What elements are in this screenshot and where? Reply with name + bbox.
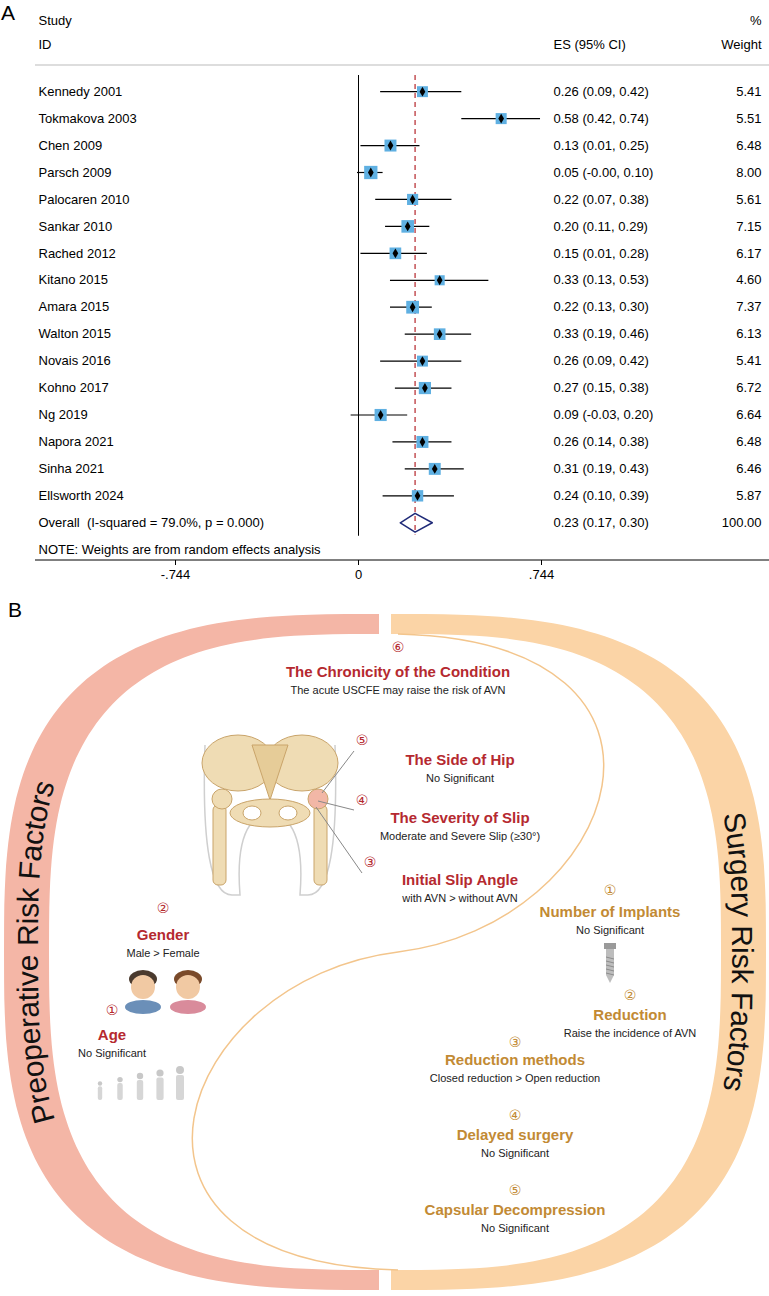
svg-text:The acute USCFE may raise the: The acute USCFE may raise the risk of AV… [291, 684, 506, 696]
svg-text:0.26 (0.09, 0.42): 0.26 (0.09, 0.42) [554, 84, 649, 99]
svg-text:ID: ID [39, 37, 52, 52]
svg-text:6.48: 6.48 [736, 138, 761, 153]
svg-text:%: % [750, 13, 762, 28]
svg-text:5.41: 5.41 [736, 353, 761, 368]
svg-text:Weight: Weight [721, 37, 762, 52]
svg-text:No Significant: No Significant [426, 772, 494, 784]
svg-text:B: B [8, 598, 22, 621]
svg-text:①: ① [604, 882, 617, 898]
svg-text:③: ③ [509, 1034, 522, 1050]
svg-text:③: ③ [364, 854, 377, 870]
svg-text:Palocaren 2010: Palocaren 2010 [39, 192, 130, 207]
svg-text:Walton 2015: Walton 2015 [39, 326, 112, 341]
svg-text:The Side of Hip: The Side of Hip [405, 751, 514, 768]
svg-text:Kohno 2017: Kohno 2017 [39, 380, 109, 395]
svg-text:The Chronicity of the Conditio: The Chronicity of the Condition [286, 663, 510, 680]
svg-text:0.15 (0.01, 0.28): 0.15 (0.01, 0.28) [554, 245, 649, 260]
svg-text:8.00: 8.00 [736, 165, 761, 180]
svg-text:Rached 2012: Rached 2012 [39, 245, 116, 260]
svg-text:4.60: 4.60 [736, 272, 761, 287]
svg-text:Tokmakova 2003: Tokmakova 2003 [39, 111, 137, 126]
svg-text:④: ④ [509, 1107, 522, 1123]
svg-text:Novais 2016: Novais 2016 [39, 353, 111, 368]
svg-text:5.61: 5.61 [736, 192, 761, 207]
svg-text:⑥: ⑥ [392, 639, 405, 655]
svg-text:0.23 (0.17, 0.30): 0.23 (0.17, 0.30) [554, 515, 649, 530]
svg-text:Chen 2009: Chen 2009 [39, 138, 103, 153]
svg-text:Ellsworth 2024: Ellsworth 2024 [39, 488, 124, 503]
svg-text:Study: Study [39, 13, 73, 28]
svg-text:0: 0 [355, 567, 362, 582]
svg-text:.744: .744 [529, 567, 554, 582]
svg-text:6.46: 6.46 [736, 461, 761, 476]
svg-text:Number of Implants: Number of Implants [540, 903, 681, 920]
svg-text:0.27 (0.15, 0.38): 0.27 (0.15, 0.38) [554, 380, 649, 395]
svg-text:Sinha 2021: Sinha 2021 [39, 461, 105, 476]
svg-text:Reduction methods: Reduction methods [445, 1051, 585, 1068]
svg-text:Delayed surgery: Delayed surgery [457, 1126, 574, 1143]
svg-text:6.17: 6.17 [736, 245, 761, 260]
svg-text:6.72: 6.72 [736, 380, 761, 395]
svg-text:Gender: Gender [137, 926, 190, 943]
svg-text:Male > Female: Male > Female [126, 947, 199, 959]
svg-text:②: ② [157, 900, 170, 916]
svg-text:0.22 (0.07, 0.38): 0.22 (0.07, 0.38) [554, 192, 649, 207]
svg-text:0.05 (-0.00, 0.10): 0.05 (-0.00, 0.10) [554, 165, 654, 180]
svg-text:Capsular Decompression: Capsular Decompression [425, 1201, 606, 1218]
svg-text:5.87: 5.87 [736, 488, 761, 503]
svg-text:Moderate and Severe Slip (≥30°: Moderate and Severe Slip (≥30°) [380, 830, 540, 842]
svg-text:6.13: 6.13 [736, 326, 761, 341]
svg-text:Initial Slip Angle: Initial Slip Angle [402, 871, 518, 888]
svg-text:A: A [1, 1, 15, 24]
svg-text:0.13 (0.01, 0.25): 0.13 (0.01, 0.25) [554, 138, 649, 153]
svg-text:with AVN > without AVN: with AVN > without AVN [401, 892, 518, 904]
svg-text:②: ② [624, 987, 637, 1003]
svg-text:No Significant: No Significant [576, 924, 644, 936]
svg-text:Reduction: Reduction [593, 1006, 666, 1023]
svg-text:7.37: 7.37 [736, 299, 761, 314]
svg-text:④: ④ [356, 792, 369, 808]
svg-text:0.09 (-0.03, 0.20): 0.09 (-0.03, 0.20) [554, 407, 654, 422]
svg-text:Preoperative Risk Factors: Preoperative Risk Factors [10, 777, 60, 1128]
svg-text:Age: Age [98, 1026, 126, 1043]
svg-text:6.64: 6.64 [736, 407, 761, 422]
svg-text:No Significant: No Significant [78, 1047, 146, 1059]
svg-text:⑤: ⑤ [356, 732, 369, 748]
svg-text:0.26 (0.14, 0.38): 0.26 (0.14, 0.38) [554, 434, 649, 449]
svg-text:0.33 (0.13, 0.53): 0.33 (0.13, 0.53) [554, 272, 649, 287]
svg-text:Napora 2021: Napora 2021 [39, 434, 114, 449]
svg-text:100.00: 100.00 [722, 515, 762, 530]
svg-text:Amara 2015: Amara 2015 [39, 299, 110, 314]
svg-text:Closed reduction > Open reduct: Closed reduction > Open reduction [430, 1072, 600, 1084]
svg-text:Surgery Risk Factors: Surgery Risk Factors [718, 810, 760, 1095]
svg-text:NOTE: Weights are from random: NOTE: Weights are from random effects an… [39, 542, 322, 557]
svg-text:0.58 (0.42, 0.74): 0.58 (0.42, 0.74) [554, 111, 649, 126]
svg-text:No Significant: No Significant [481, 1222, 549, 1234]
svg-text:①: ① [106, 1002, 119, 1018]
svg-text:0.20 (0.11, 0.29): 0.20 (0.11, 0.29) [554, 219, 648, 234]
svg-text:Kitano 2015: Kitano 2015 [39, 272, 108, 287]
svg-text:ES (95% CI): ES (95% CI) [554, 37, 626, 52]
svg-text:Ng 2019: Ng 2019 [39, 407, 88, 422]
svg-text:0.24 (0.10, 0.39): 0.24 (0.10, 0.39) [554, 488, 649, 503]
svg-text:0.22 (0.13, 0.30): 0.22 (0.13, 0.30) [554, 299, 649, 314]
svg-text:No Significant: No Significant [481, 1147, 549, 1159]
svg-text:6.48: 6.48 [736, 434, 761, 449]
svg-text:Raise the incidence of AVN: Raise the incidence of AVN [564, 1027, 697, 1039]
svg-text:Kennedy 2001: Kennedy 2001 [39, 84, 123, 99]
svg-text:⑤: ⑤ [509, 1182, 522, 1198]
svg-text:0.31 (0.19, 0.43): 0.31 (0.19, 0.43) [554, 461, 649, 476]
svg-text:-.744: -.744 [161, 567, 191, 582]
svg-text:Overall (I-squared = 79.0%, p: Overall (I-squared = 79.0%, p = 0.000) [39, 515, 264, 530]
svg-text:The Severity of Slip: The Severity of Slip [390, 809, 529, 826]
svg-text:Sankar 2010: Sankar 2010 [39, 219, 113, 234]
svg-text:Parsch 2009: Parsch 2009 [39, 165, 112, 180]
svg-text:0.26 (0.09, 0.42): 0.26 (0.09, 0.42) [554, 353, 649, 368]
svg-text:7.15: 7.15 [736, 219, 761, 234]
svg-text:5.51: 5.51 [736, 111, 761, 126]
svg-text:5.41: 5.41 [736, 84, 761, 99]
svg-text:0.33 (0.19, 0.46): 0.33 (0.19, 0.46) [554, 326, 649, 341]
